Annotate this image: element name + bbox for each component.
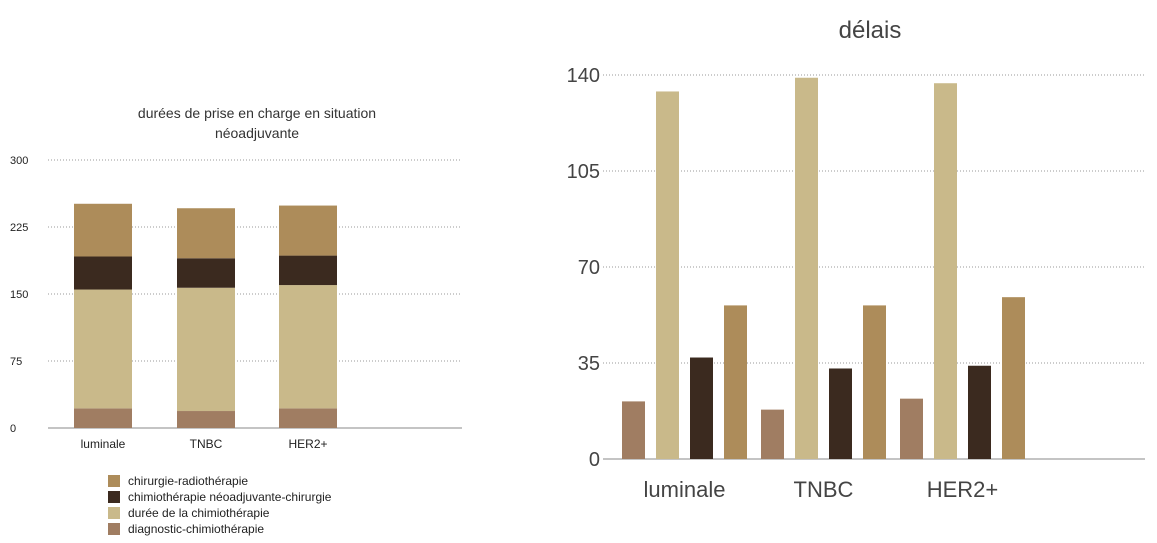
left-stacked-bar-chart: durées de prise en charge en situation n… — [10, 105, 462, 536]
legend-label: diagnostic-chimiothérapie — [128, 522, 264, 536]
left-category-label: HER2+ — [288, 437, 327, 451]
right-y-tick-label: 70 — [578, 257, 600, 279]
right-bar — [795, 77, 818, 459]
left-category-label: luminale — [81, 437, 126, 451]
legend-swatch — [108, 523, 120, 535]
right-bar — [690, 357, 713, 459]
left-bar-segment — [74, 289, 132, 409]
left-bar-segment — [279, 255, 337, 286]
right-bar — [1002, 297, 1025, 459]
left-chart-title-line-1: durées de prise en charge en situation — [138, 105, 376, 121]
right-bar — [900, 398, 923, 459]
left-bar-segment — [177, 208, 235, 259]
left-category-label: TNBC — [190, 437, 223, 451]
legend-swatch — [108, 507, 120, 519]
left-bar-segment — [74, 408, 132, 428]
right-category-label: luminale — [644, 477, 726, 502]
right-y-tick-label: 0 — [589, 449, 600, 471]
left-bar-segment — [279, 205, 337, 256]
right-bar — [724, 305, 747, 459]
right-bar — [622, 401, 645, 459]
left-bar-segment — [177, 287, 235, 412]
left-y-tick-label: 300 — [10, 155, 28, 167]
right-category-label: HER2+ — [927, 477, 999, 502]
right-bar — [934, 83, 957, 459]
left-bar-segment — [177, 411, 235, 428]
right-bar — [829, 368, 852, 459]
left-bar-segment — [279, 285, 337, 409]
right-y-tick-label: 35 — [578, 353, 600, 375]
right-category-label: TNBC — [794, 477, 854, 502]
left-y-tick-label: 150 — [10, 289, 28, 301]
left-y-tick-label: 75 — [10, 356, 22, 368]
left-y-tick-label: 0 — [10, 423, 16, 435]
legend-label: chimiothérapie néoadjuvante-chirurgie — [128, 490, 332, 504]
right-bar — [656, 91, 679, 459]
right-bar — [968, 365, 991, 459]
right-y-tick-label: 105 — [567, 161, 600, 183]
left-bar-segment — [74, 203, 132, 257]
left-bar-segment — [177, 258, 235, 288]
legend-label: chirurgie-radiothérapie — [128, 474, 248, 488]
right-y-tick-label: 140 — [567, 65, 600, 87]
right-bar — [863, 305, 886, 459]
left-y-tick-label: 225 — [10, 222, 28, 234]
legend-swatch — [108, 491, 120, 503]
legend-label: durée de la chimiothérapie — [128, 506, 270, 520]
right-grouped-bar-chart: délais 0 35 70 105 140 luminale TNBC HER2+ — [567, 17, 1145, 502]
right-bar — [761, 409, 784, 459]
left-chart-title-line-2: néoadjuvante — [215, 125, 299, 141]
right-chart-title: délais — [839, 17, 902, 44]
left-bar-segment — [279, 408, 337, 428]
left-bar-segment — [74, 256, 132, 290]
legend-swatch — [108, 475, 120, 487]
